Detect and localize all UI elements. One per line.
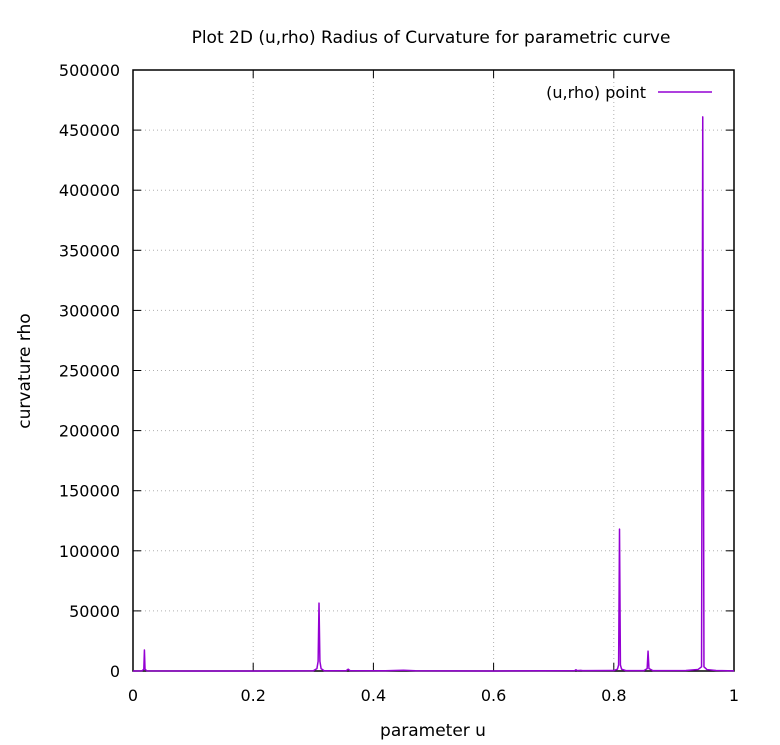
x-tick-label: 1 [729, 686, 739, 705]
y-tick-label: 500000 [59, 61, 120, 80]
x-tick-label: 0 [128, 686, 138, 705]
grid [133, 70, 734, 671]
y-tick-label: 350000 [59, 241, 120, 260]
y-tick-label: 200000 [59, 422, 120, 441]
x-tick-label: 0.2 [240, 686, 265, 705]
x-tick-label: 0.6 [481, 686, 506, 705]
series-line [132, 116, 735, 672]
y-tick-label: 250000 [59, 362, 120, 381]
y-tick-label: 450000 [59, 121, 120, 140]
x-tick-label: 0.8 [601, 686, 626, 705]
y-tick-label: 100000 [59, 542, 120, 561]
y-tick-label: 50000 [69, 602, 120, 621]
chart-title: Plot 2D (u,rho) Radius of Curvature for … [192, 28, 671, 48]
y-tick-label: 400000 [59, 181, 120, 200]
x-axis-label: parameter u [380, 721, 486, 741]
series-layer [132, 116, 735, 672]
x-tick-label: 0.4 [361, 686, 386, 705]
y-tick-label: 0 [110, 662, 120, 681]
axis-ticks: 0 0.2 0.4 0.6 0.8 1 0 50000 100000 150000 200000 25… [59, 61, 739, 705]
y-tick-label: 300000 [59, 301, 120, 320]
y-tick-label: 150000 [59, 482, 120, 501]
y-axis-label: curvature rho [15, 313, 35, 428]
legend: (u,rho) point [546, 83, 712, 102]
legend-label: (u,rho) point [546, 83, 646, 102]
